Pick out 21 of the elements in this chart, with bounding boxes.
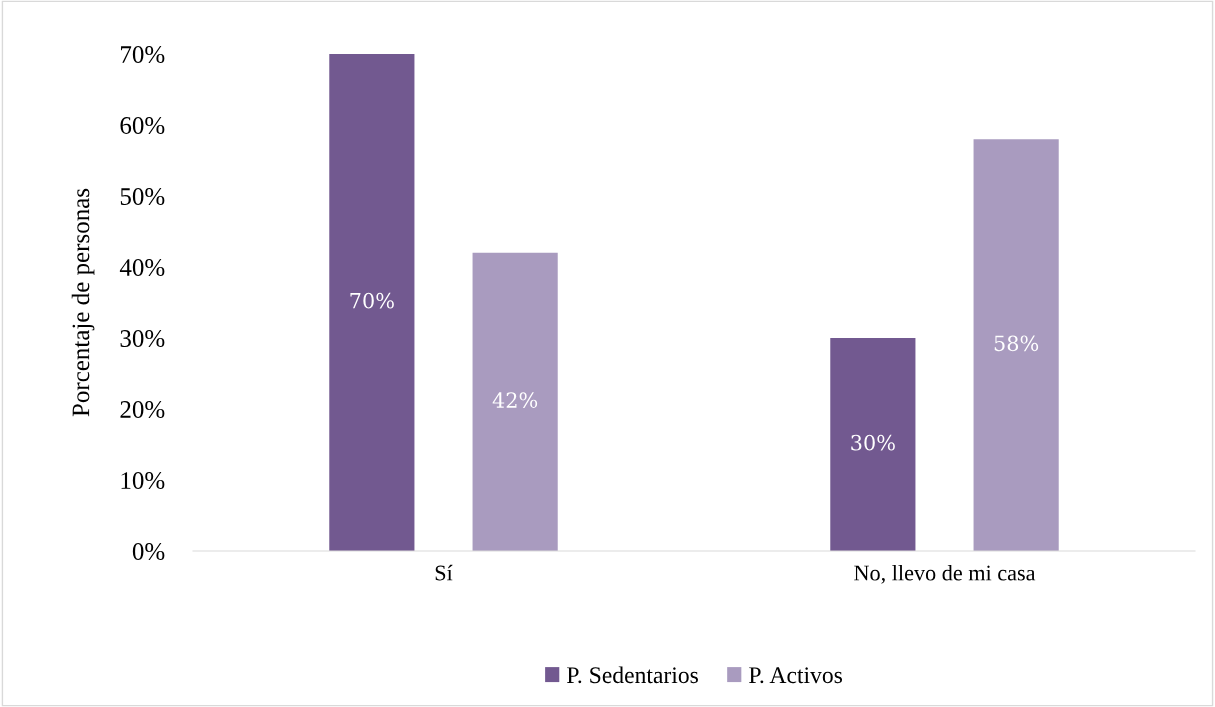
y-tick-label: 60% — [120, 117, 165, 134]
legend-label: P. Activos — [749, 667, 843, 684]
y-axis-title: Porcentaje de personas — [71, 188, 95, 417]
y-tick-label: 10% — [121, 472, 165, 489]
data-label: 42% — [492, 392, 538, 408]
x-tick-label: No, llevo de mi casa — [854, 564, 1036, 584]
y-tick-label: 30% — [120, 330, 165, 347]
y-tick-label: 50% — [120, 188, 165, 205]
bar — [472, 252, 558, 551]
y-tick-label: 70% — [121, 46, 165, 63]
legend-label: P. Sedentarios — [567, 666, 698, 684]
x-tick-label: Sí — [435, 564, 453, 581]
data-label: 30% — [851, 434, 895, 451]
bar — [329, 54, 415, 551]
y-tick-label: 0% — [132, 543, 165, 560]
bar — [830, 338, 916, 551]
y-tick-label: 40% — [119, 259, 165, 276]
y-tick-label: 20% — [120, 401, 165, 418]
bar — [973, 139, 1059, 551]
data-label: 58% — [994, 335, 1039, 352]
data-label: 70% — [350, 292, 394, 309]
